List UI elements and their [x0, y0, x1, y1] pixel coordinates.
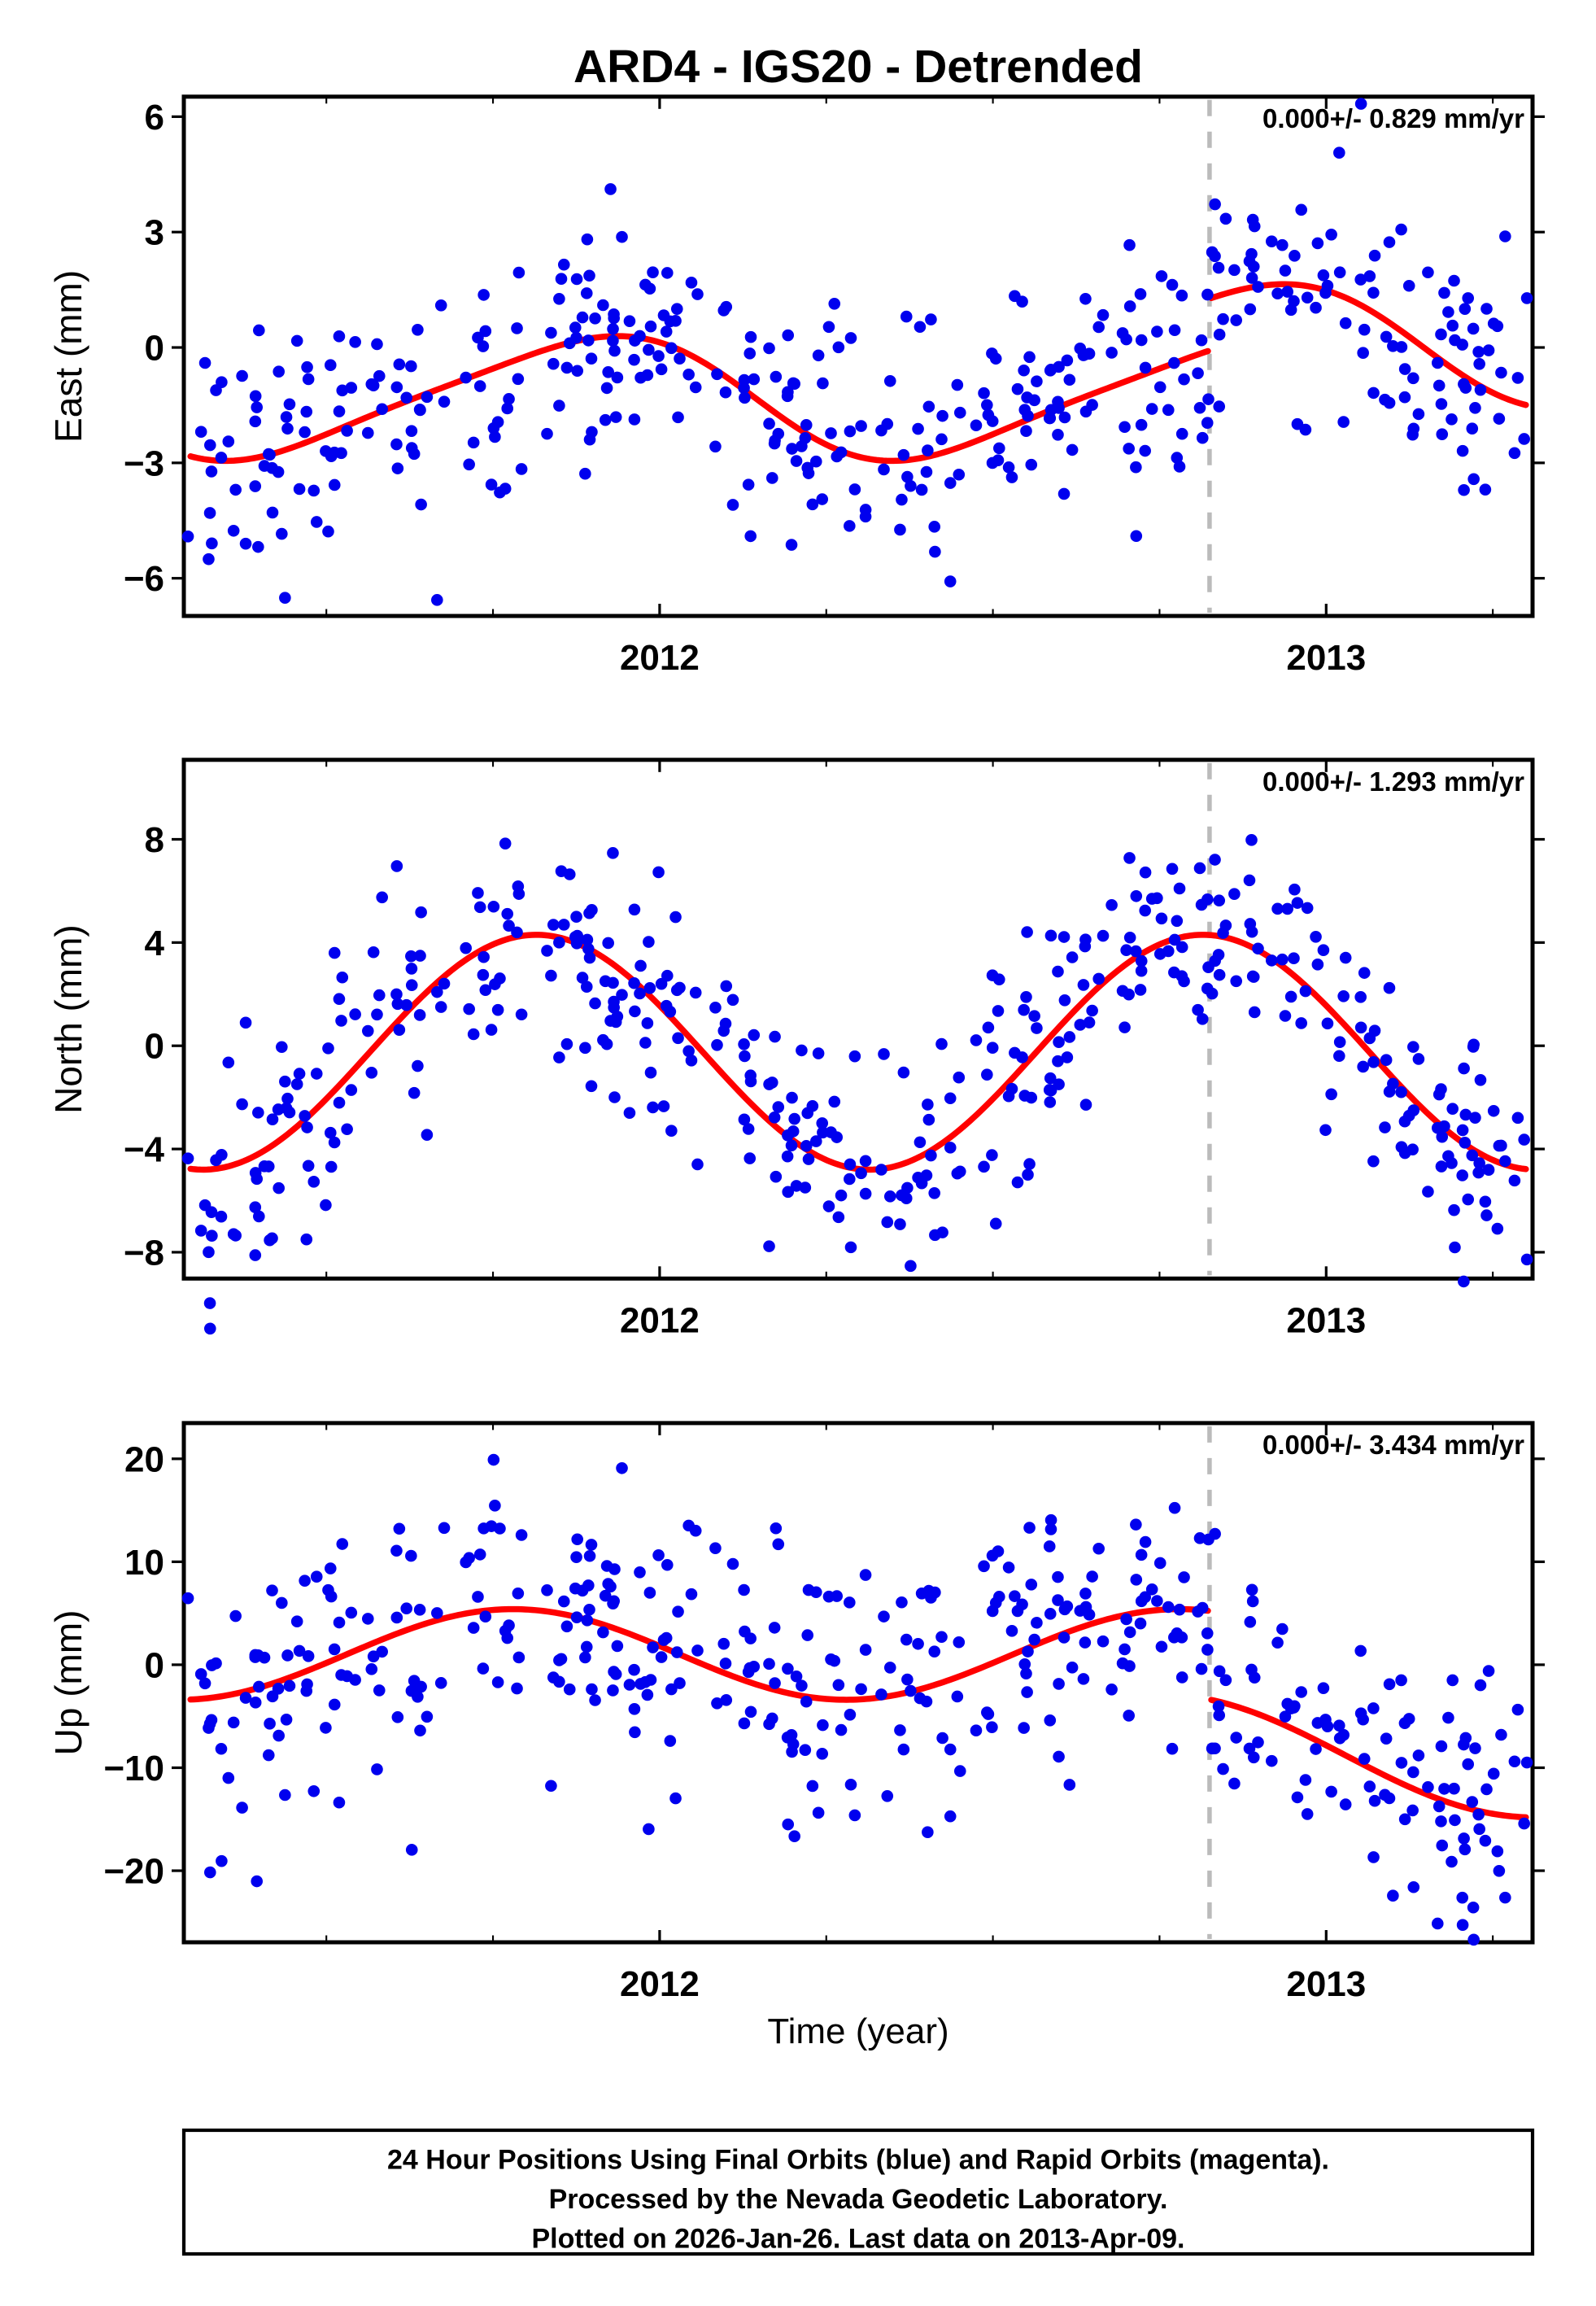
svg-text:−6: −6 [124, 559, 164, 599]
svg-text:2013: 2013 [1286, 638, 1366, 678]
svg-text:2012: 2012 [620, 1300, 700, 1340]
svg-text:East (mm): East (mm) [47, 270, 89, 443]
svg-text:0: 0 [145, 329, 164, 369]
svg-text:−20: −20 [103, 1852, 164, 1892]
svg-text:Plotted on 2026-Jan-26. Last d: Plotted on 2026-Jan-26. Last data on 201… [531, 2224, 1184, 2255]
svg-text:8: 8 [145, 820, 164, 860]
svg-text:2013: 2013 [1286, 1300, 1366, 1340]
svg-text:3: 3 [145, 213, 164, 253]
svg-text:0.000+/- 1.293 mm/yr: 0.000+/- 1.293 mm/yr [1262, 766, 1524, 797]
svg-text:2012: 2012 [620, 1964, 700, 2004]
svg-text:0.000+/- 3.434 mm/yr: 0.000+/- 3.434 mm/yr [1262, 1430, 1524, 1460]
svg-text:Processed by the Nevada Geodet: Processed by the Nevada Geodetic Laborat… [549, 2184, 1168, 2215]
svg-text:20: 20 [124, 1439, 164, 1479]
svg-text:−4: −4 [124, 1130, 165, 1170]
svg-text:0.000+/- 0.829 mm/yr: 0.000+/- 0.829 mm/yr [1262, 103, 1524, 133]
svg-text:−10: −10 [103, 1749, 164, 1788]
svg-text:North (mm): North (mm) [47, 924, 89, 1114]
svg-text:2012: 2012 [620, 638, 700, 678]
svg-text:−8: −8 [124, 1233, 164, 1273]
svg-text:24 Hour Positions Using Final: 24 Hour Positions Using Final Orbits (bl… [387, 2145, 1329, 2176]
svg-text:4: 4 [145, 924, 165, 963]
svg-text:Up (mm): Up (mm) [47, 1610, 89, 1756]
svg-text:10: 10 [124, 1543, 164, 1583]
svg-text:2013: 2013 [1286, 1964, 1366, 2004]
svg-text:Time (year): Time (year) [767, 2011, 948, 2051]
svg-text:0: 0 [145, 1645, 164, 1685]
svg-text:−3: −3 [124, 443, 164, 483]
svg-text:0: 0 [145, 1027, 164, 1067]
svg-text:ARD4 - IGS20 - Detrended: ARD4 - IGS20 - Detrended [573, 41, 1143, 93]
svg-text:6: 6 [145, 98, 164, 138]
